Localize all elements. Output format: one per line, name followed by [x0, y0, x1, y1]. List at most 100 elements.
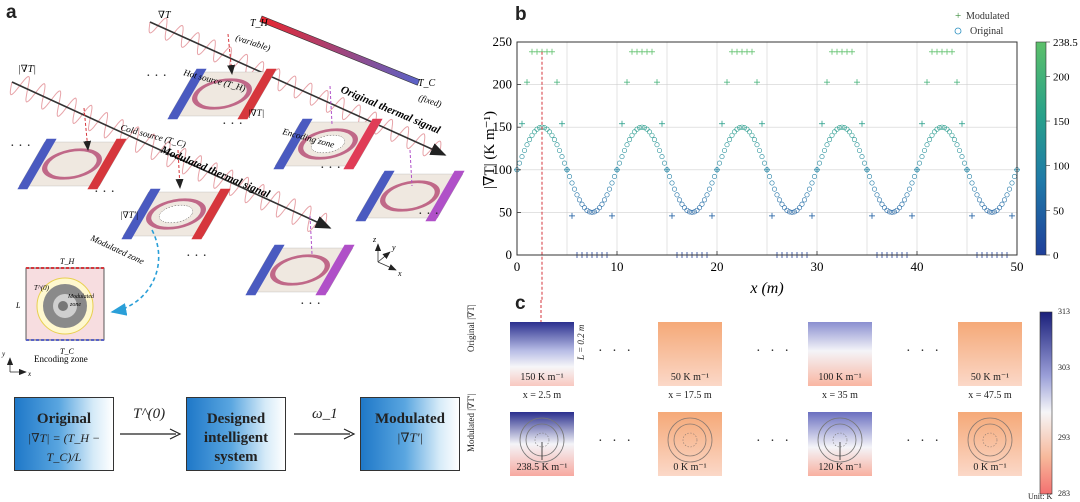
original-point — [951, 137, 957, 143]
original-point — [784, 207, 790, 213]
original-point — [519, 154, 525, 160]
original-point — [597, 205, 603, 211]
original-point — [806, 186, 812, 192]
original-point — [809, 180, 815, 186]
original-point — [622, 147, 628, 153]
x-tick-label: 10 — [611, 259, 624, 274]
original-point — [529, 132, 535, 138]
original-point — [521, 147, 527, 153]
device-plate — [273, 118, 383, 170]
flow-arrow1 — [120, 428, 182, 440]
original-point — [689, 209, 695, 215]
original-point — [841, 125, 847, 131]
original-point — [929, 132, 935, 138]
modulated-point — [949, 48, 955, 55]
original-point — [904, 192, 910, 198]
original-tile-3: 100 K m⁻¹ — [808, 322, 872, 386]
original-point — [669, 180, 675, 186]
modulated-tile-3: 120 K m⁻¹ — [808, 412, 872, 476]
original-point — [881, 205, 887, 211]
y-tick-label: 0 — [506, 247, 513, 262]
mod-grad-label: |∇T| — [18, 64, 36, 75]
modulated-tile-2: 0 K m⁻¹ — [658, 412, 722, 476]
flow-box3-equation: |∇T'| — [396, 430, 424, 445]
original-tile-4: 50 K m⁻¹ — [958, 322, 1022, 386]
original-point — [724, 142, 730, 148]
original-point — [921, 147, 927, 153]
original-point — [901, 197, 907, 203]
original-point — [941, 125, 947, 131]
y-tick-label: 200 — [493, 77, 513, 92]
original-point — [584, 207, 590, 213]
colorbar-b — [1035, 41, 1047, 256]
original-point — [844, 126, 850, 132]
original-point — [971, 186, 977, 192]
ellipsis-4: · · · — [598, 434, 634, 449]
flow-box1-title: Original — [36, 411, 92, 427]
original-point — [599, 201, 605, 207]
flow-arrow2 — [294, 428, 356, 440]
modulated-point — [959, 120, 965, 127]
th-sub: (variable) — [234, 32, 271, 53]
original-point — [991, 209, 997, 215]
modulated-point — [519, 120, 525, 127]
original-point — [751, 137, 757, 143]
original-point — [557, 147, 563, 153]
original-point — [619, 154, 625, 160]
original-point — [569, 180, 575, 186]
modulated-point — [809, 212, 815, 219]
original-point — [609, 180, 615, 186]
original-point — [861, 160, 867, 166]
original-point — [804, 192, 810, 198]
modulated-point — [669, 212, 675, 219]
inset-modulated: Modulated — [67, 294, 95, 300]
original-point — [984, 207, 990, 213]
th-label: T_H — [250, 18, 269, 29]
original-point — [594, 207, 600, 213]
original-point — [732, 129, 738, 135]
original-point — [939, 124, 945, 130]
original-point — [954, 142, 960, 148]
original-point — [746, 129, 752, 135]
axis-z-label: z — [372, 235, 377, 244]
modulated-point — [924, 79, 930, 86]
legend: + Modulated Original — [954, 10, 1009, 37]
modulated-point — [719, 120, 725, 127]
original-point — [702, 197, 708, 203]
cbar-c-283: 283 — [1058, 489, 1070, 498]
colorbar-c — [1039, 311, 1053, 495]
original-point — [554, 142, 560, 148]
y-tick-label: 100 — [493, 162, 513, 177]
original-point — [552, 137, 558, 143]
modulated-point — [749, 48, 755, 55]
device-plate — [17, 138, 127, 190]
original-tile-1: 150 K m⁻¹ — [510, 322, 574, 386]
modulated-point — [919, 120, 925, 127]
original-point — [582, 205, 588, 211]
original-point — [756, 147, 762, 153]
original-point — [879, 201, 885, 207]
original-point — [906, 186, 912, 192]
original-point — [722, 147, 728, 153]
original-point — [949, 132, 955, 138]
original-point — [856, 147, 862, 153]
cbar-c-unit: Unit: K — [1028, 492, 1053, 501]
original-point — [851, 137, 857, 143]
original-point — [707, 186, 713, 192]
original-point — [1009, 180, 1015, 186]
modulated-tile-4: 0 K m⁻¹ — [958, 412, 1022, 476]
modulated-tile-1-rings — [519, 417, 565, 463]
original-point — [821, 147, 827, 153]
svg-text:· · ·: · · · — [222, 117, 243, 132]
modulated-point — [724, 79, 730, 86]
original-point — [682, 205, 688, 211]
original-point — [526, 137, 532, 143]
grad-label: ∇T — [158, 10, 172, 21]
modulated-point — [619, 120, 625, 127]
original-point — [744, 126, 750, 132]
original-point — [687, 209, 693, 215]
original-point — [624, 142, 630, 148]
original-point — [694, 207, 700, 213]
temperature-bar — [259, 15, 421, 86]
ellipsis-5: · · · — [756, 434, 792, 449]
